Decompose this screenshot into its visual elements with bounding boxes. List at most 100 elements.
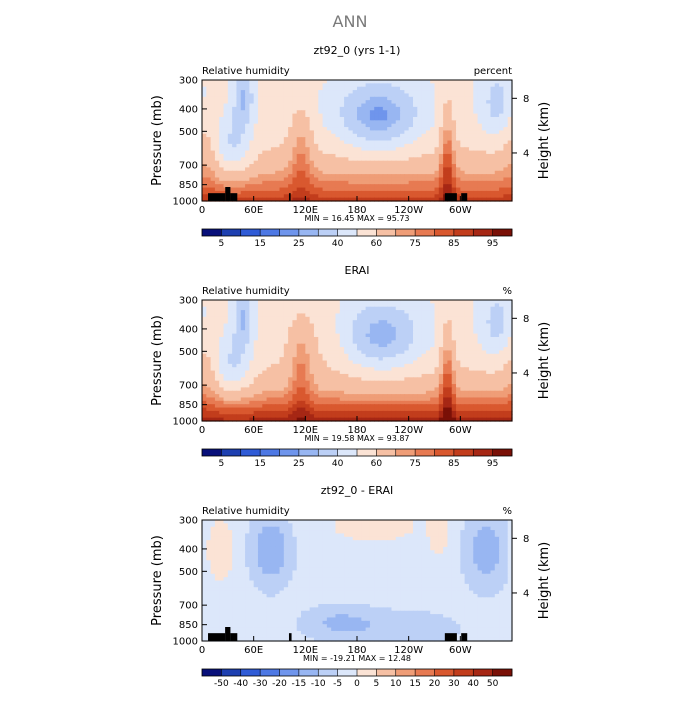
field-cell — [456, 93, 461, 97]
field-cell — [486, 184, 491, 188]
field-cell — [262, 404, 267, 408]
x-tick-label: 60E — [244, 205, 263, 216]
field-cell — [297, 93, 302, 97]
field-cell — [379, 154, 384, 158]
field-cell — [327, 154, 332, 158]
field-cell — [232, 404, 237, 408]
field-cell — [331, 93, 336, 97]
field-cell — [254, 93, 259, 97]
field-cell — [426, 154, 431, 158]
field-cell — [254, 374, 259, 378]
field-cell — [379, 404, 384, 408]
page-title: ANN — [0, 12, 700, 31]
field-cell — [335, 374, 340, 378]
y-tick-label: 500 — [179, 127, 198, 138]
field-cell — [323, 124, 328, 128]
field-cell — [262, 344, 267, 348]
colorbar-label: 95 — [487, 239, 498, 249]
field-cell — [344, 124, 349, 128]
field-cell — [353, 344, 358, 348]
field-cell — [366, 184, 371, 188]
field-cell — [331, 154, 336, 158]
field-cell — [215, 374, 220, 378]
field-cell — [469, 93, 474, 97]
field-cell — [236, 313, 241, 317]
field-cell — [482, 313, 487, 317]
field-cell — [460, 313, 465, 317]
field-cell — [426, 184, 431, 188]
colorbar-swatch — [454, 229, 474, 236]
field-cell — [297, 374, 302, 378]
topography-block — [230, 193, 237, 201]
field-cell — [357, 404, 362, 408]
field-cell — [435, 124, 440, 128]
field-cell — [344, 374, 349, 378]
field-cell — [314, 154, 319, 158]
field-cell — [404, 154, 409, 158]
field-cell — [327, 313, 332, 317]
field-cell — [383, 344, 388, 348]
field-cell — [486, 344, 491, 348]
field-cell — [366, 344, 371, 348]
field-label: Relative humidity — [202, 286, 290, 297]
field-cell — [404, 184, 409, 188]
field-cell — [335, 124, 340, 128]
field-cell — [288, 404, 293, 408]
field-cell — [357, 154, 362, 158]
field-cell — [327, 93, 332, 97]
field-cell — [426, 404, 431, 408]
colorbar-swatch — [376, 229, 396, 236]
field-cell — [288, 93, 293, 97]
field-cell — [439, 154, 444, 158]
field-cell — [503, 154, 508, 158]
colorbar-swatch — [280, 229, 300, 236]
field-cell — [288, 184, 293, 188]
field-cell — [404, 93, 409, 97]
field-cell — [215, 93, 220, 97]
field-cell — [391, 313, 396, 317]
field-cell — [284, 154, 289, 158]
field-cell — [439, 374, 444, 378]
field-cell — [422, 313, 427, 317]
field-cell — [486, 374, 491, 378]
field-cell — [310, 404, 315, 408]
field-cell — [435, 404, 440, 408]
field-cell — [413, 313, 418, 317]
field-cell — [499, 184, 504, 188]
field-cell — [473, 374, 478, 378]
field-cell — [202, 154, 207, 158]
field-cell — [409, 154, 414, 158]
field-cell — [422, 154, 427, 158]
field-cell — [439, 184, 444, 188]
colorbar-swatch — [415, 229, 435, 236]
field-cell — [236, 124, 241, 128]
field-cell — [486, 124, 491, 128]
field-cell — [486, 93, 491, 97]
field-cell — [422, 93, 427, 97]
field-cell — [314, 344, 319, 348]
field-cell — [301, 313, 306, 317]
field-cell — [232, 313, 237, 317]
field-cell — [236, 404, 241, 408]
field-cell — [275, 124, 280, 128]
field-cell — [469, 374, 474, 378]
field-cell — [495, 313, 500, 317]
field-cell — [211, 404, 216, 408]
field-cell — [452, 93, 457, 97]
field-cell — [400, 344, 405, 348]
field-cell — [374, 154, 379, 158]
field-cell — [400, 313, 405, 317]
field-cell — [211, 344, 216, 348]
field-cell — [447, 124, 452, 128]
field-cell — [422, 184, 427, 188]
field-cell — [460, 184, 465, 188]
field-cell — [361, 93, 366, 97]
field-cell — [280, 313, 285, 317]
field-cell — [417, 404, 422, 408]
field-cell — [232, 374, 237, 378]
field-cell — [219, 124, 224, 128]
colorbar-swatch — [473, 229, 493, 236]
field-cell — [228, 344, 233, 348]
field-cell — [361, 184, 366, 188]
